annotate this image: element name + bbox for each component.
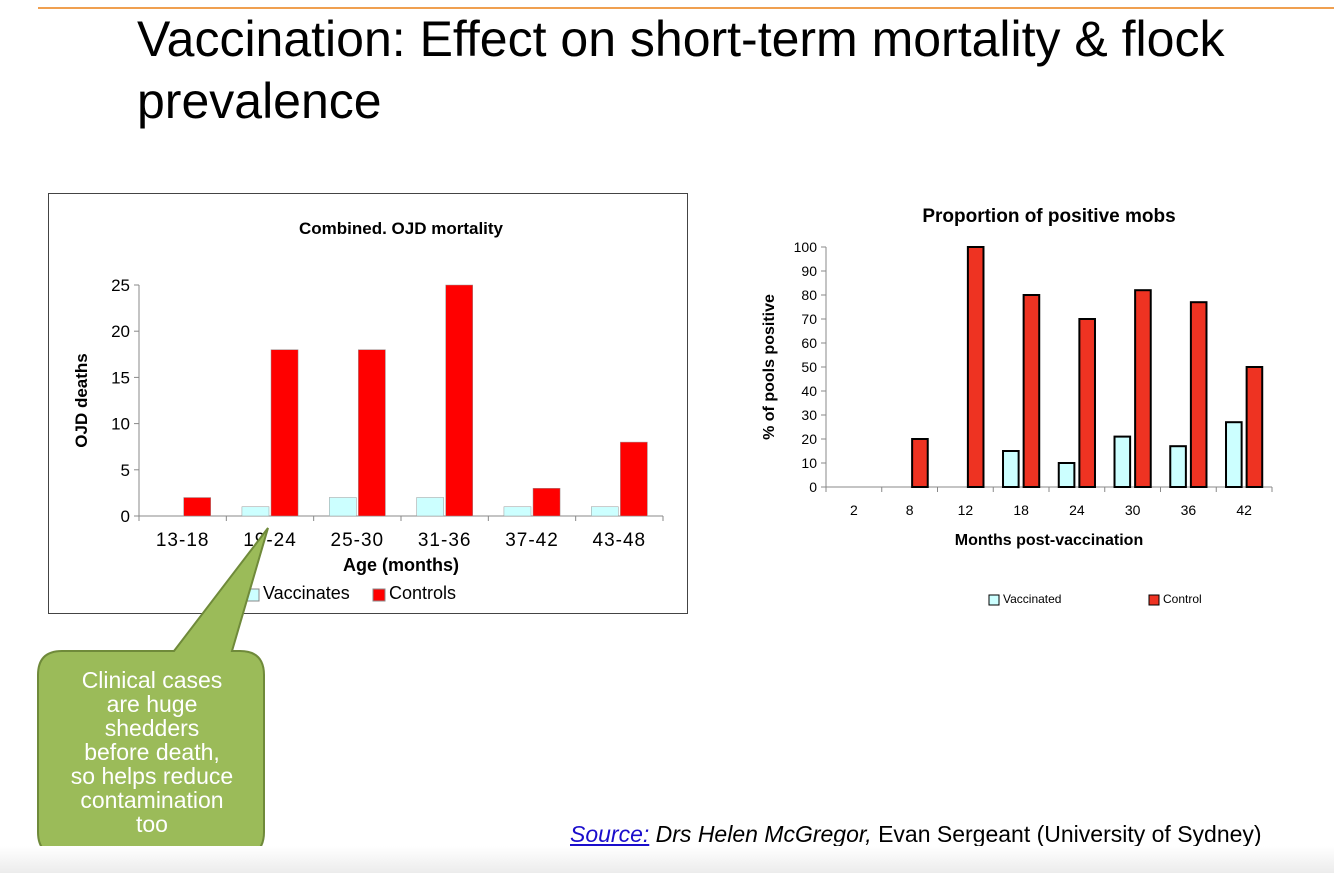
x-tick-label: 2: [850, 502, 858, 518]
y-tick-label: 20: [111, 322, 130, 341]
top-rule: [38, 7, 1334, 9]
bar-control: [1022, 294, 1041, 488]
bar-control: [911, 438, 929, 488]
bar-control: [1078, 318, 1096, 488]
bar-control: [966, 246, 985, 488]
bar-controls: [620, 441, 648, 517]
bar-control: [1189, 301, 1208, 488]
bar-controls: [445, 284, 473, 517]
bar-control: [1134, 289, 1152, 488]
positive-mobs-chart: Proportion of positive mobs 0 10 20 30 40 50 60…: [761, 206, 1273, 606]
bar-controls: [183, 497, 211, 517]
x-tick-label: 42: [1236, 502, 1252, 518]
ojd-mortality-svg: Combined. OJD mortality 0 5 10 15 20 25 13-18 19…: [72, 219, 664, 603]
source-citation: Source: Drs Helen McGregor, Evan Sergean…: [570, 821, 1262, 848]
source-rest: Evan Sergeant (University of Sydney): [878, 821, 1262, 847]
y-tick-label: 30: [801, 407, 817, 423]
y-tick-label: 20: [801, 431, 817, 447]
bar-vaccinates: [503, 506, 532, 517]
legend-label-vaccinated: Vaccinated: [1003, 592, 1061, 606]
legend-label-vaccinates: Vaccinates: [263, 583, 350, 603]
x-tick-label: 13-18: [156, 530, 210, 551]
y-tick-label: 10: [801, 455, 817, 471]
legend-swatch-controls: [372, 588, 386, 602]
y-axis-title: OJD deaths: [72, 353, 91, 447]
x-tick-label: 30: [1125, 502, 1141, 518]
x-tick-label: 37-42: [505, 530, 559, 551]
bar-vaccinated: [1002, 450, 1020, 488]
bar-vaccinates: [241, 506, 270, 517]
y-tick-label: 70: [801, 311, 817, 327]
legend-label-control: Control: [1163, 592, 1202, 606]
source-link[interactable]: Source:: [570, 821, 650, 847]
callout-text: Clinical cases are huge shedders before …: [48, 668, 256, 836]
bottom-shade: [0, 846, 1334, 873]
bar-vaccinated: [1169, 445, 1187, 488]
y-tick-label: 60: [801, 335, 817, 351]
y-tick-label: 0: [809, 479, 817, 495]
callout-line: Clinical cases: [81, 667, 223, 693]
bar-vaccinated: [1057, 462, 1076, 488]
bar-vaccinates: [591, 506, 619, 517]
x-tick-label: 18: [1013, 502, 1029, 518]
bar-controls: [270, 349, 299, 517]
y-tick-label: 5: [121, 461, 130, 480]
x-tick-label: 43-48: [593, 530, 647, 551]
bar-vaccinated: [1225, 421, 1243, 488]
callout-line: shedders: [104, 715, 200, 741]
bar-vaccinates: [329, 497, 357, 517]
bar-vaccinated: [1113, 435, 1132, 489]
source-authors: Drs Helen McGregor,: [655, 821, 872, 847]
y-tick-label: 90: [801, 263, 817, 279]
bar-vaccinates: [416, 497, 444, 517]
x-tick-label: 36: [1181, 502, 1197, 518]
y-tick-label: 0: [121, 507, 130, 526]
callout-line: before death,: [84, 739, 220, 765]
chart-title: Proportion of positive mobs: [922, 206, 1175, 227]
legend-label-controls: Controls: [389, 583, 456, 603]
callout-line: too: [136, 811, 168, 837]
y-tick-label: 15: [111, 368, 130, 387]
legend-swatch-vaccinates: [246, 588, 260, 602]
x-axis-title: Months post-vaccination: [955, 532, 1143, 549]
legend-swatch-vaccinated: [988, 594, 1000, 606]
y-axis-title: % of pools positive: [761, 294, 778, 440]
x-tick-label: 24: [1069, 502, 1085, 518]
callout-line: so helps reduce: [70, 763, 234, 789]
x-tick-label: 25-30: [331, 530, 385, 551]
callout-line: are huge: [106, 691, 198, 717]
y-tick-label: 100: [794, 239, 818, 255]
ojd-mortality-chart: Combined. OJD mortality 0 5 10 15 20 25 13-18 19…: [48, 193, 688, 614]
y-tick-label: 50: [801, 359, 817, 375]
y-tick-label: 25: [111, 276, 130, 295]
y-tick-label: 80: [801, 287, 817, 303]
callout-line: contamination: [80, 787, 224, 813]
y-tick-label: 10: [111, 415, 130, 434]
slide-title: Vaccination: Effect on short-term mortal…: [137, 11, 1225, 129]
x-tick-label: 8: [906, 502, 914, 518]
y-tick-label: 40: [801, 383, 817, 399]
legend-swatch-control: [1148, 594, 1160, 606]
x-axis-title: Age (months): [343, 555, 459, 575]
bar-controls: [532, 488, 561, 517]
x-tick-label: 12: [958, 502, 974, 518]
chart-title: Combined. OJD mortality: [299, 219, 504, 238]
x-tick-label: 19-24: [243, 530, 297, 551]
bar-control: [1245, 366, 1264, 488]
bar-controls: [358, 349, 386, 517]
x-tick-label: 31-36: [418, 530, 472, 551]
